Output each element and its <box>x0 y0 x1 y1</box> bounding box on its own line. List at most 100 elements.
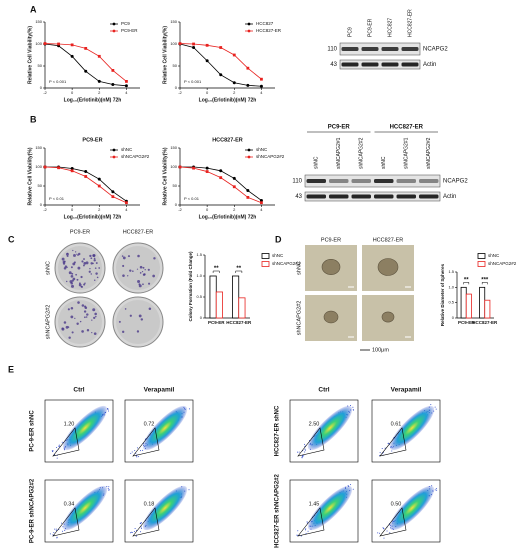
colony <box>144 269 146 271</box>
x-tick-label: HCC827-ER <box>226 320 252 325</box>
mw-marker: 43 <box>330 62 337 68</box>
dish-inner <box>116 246 160 290</box>
y-tick-label: 0 <box>175 202 178 207</box>
x-tick-label: 0 <box>206 90 209 95</box>
band <box>341 47 359 51</box>
colony <box>148 307 152 311</box>
event <box>352 488 354 490</box>
x-tick-label: 4 <box>260 90 263 95</box>
colony <box>98 267 101 269</box>
event <box>61 522 63 524</box>
significance: ** <box>464 277 469 283</box>
blot-frame <box>339 59 421 70</box>
event <box>135 535 137 537</box>
x-tick-label: 4 <box>125 207 128 212</box>
colony <box>74 317 76 319</box>
point <box>84 170 88 174</box>
band <box>329 179 349 183</box>
point <box>246 66 250 70</box>
legend-marker <box>112 148 116 152</box>
label: shNC <box>45 261 51 275</box>
legend-label: shNC <box>488 253 500 258</box>
lane-label: shNCAPG2#1 <box>336 137 342 169</box>
colony <box>65 325 69 329</box>
point <box>70 169 74 173</box>
colony <box>77 301 80 304</box>
event <box>64 529 66 531</box>
event <box>54 528 56 530</box>
colony <box>137 280 141 283</box>
bracket <box>235 270 243 273</box>
point <box>192 42 195 46</box>
band <box>381 62 399 67</box>
event <box>303 455 305 457</box>
gate-value: 0.61 <box>391 421 402 427</box>
label: PC9-ER <box>70 229 90 235</box>
column-header: Verapamil <box>144 387 175 394</box>
colony <box>95 262 98 265</box>
x-tick-label: 0 <box>71 207 74 212</box>
colony <box>70 307 74 310</box>
point <box>111 82 115 86</box>
colony <box>148 282 151 285</box>
event <box>188 489 190 491</box>
event <box>382 527 384 529</box>
band <box>374 179 394 183</box>
lane-label: HCC827 <box>387 18 393 37</box>
band <box>396 194 416 199</box>
panel-letter: C <box>8 234 15 244</box>
colony <box>140 318 144 321</box>
chart-title: PC9-ER <box>82 137 102 143</box>
panel-letter: A <box>30 4 37 14</box>
legend-label: PC9 <box>121 21 130 26</box>
colony <box>141 271 144 273</box>
point <box>246 189 250 193</box>
event <box>140 526 142 528</box>
point <box>97 54 101 58</box>
column-header: Ctrl <box>73 387 84 394</box>
event <box>52 450 54 452</box>
column-header: Verapamil <box>391 387 422 394</box>
band <box>419 194 439 199</box>
colony <box>139 272 142 274</box>
colony <box>129 269 132 272</box>
event <box>305 528 307 530</box>
colony <box>78 252 81 256</box>
colony <box>136 330 140 333</box>
colony <box>74 251 77 253</box>
y-axis-label: Relative Cell Viability(%) <box>27 26 33 84</box>
event <box>107 488 109 490</box>
legend-label: shNCAPG2#2 <box>256 154 285 159</box>
colony <box>66 255 69 258</box>
mw-marker: 43 <box>295 194 302 200</box>
event <box>58 445 60 447</box>
event <box>384 447 386 449</box>
event <box>307 530 309 532</box>
event <box>141 527 143 529</box>
gate <box>132 507 160 537</box>
colony <box>93 259 96 262</box>
mw-marker: 110 <box>292 179 302 185</box>
bracket <box>463 282 470 285</box>
point <box>111 195 115 199</box>
colony <box>72 277 76 281</box>
colony <box>75 273 78 276</box>
event <box>52 534 54 536</box>
legend-swatch <box>261 253 270 259</box>
point <box>246 83 250 87</box>
gate-value: 0.34 <box>64 501 75 507</box>
colony <box>90 273 93 275</box>
band <box>396 179 416 183</box>
colony <box>96 276 99 279</box>
colony <box>124 308 127 310</box>
colony <box>92 254 96 258</box>
bar <box>209 275 217 319</box>
protein-label: Actin <box>443 194 456 200</box>
row-label: PC-9-ER shNC <box>30 410 36 452</box>
y-tick-label: 100 <box>35 164 42 169</box>
sphere <box>381 311 395 323</box>
event <box>434 406 436 408</box>
label: shNC <box>296 261 302 275</box>
y-tick-label: 0.5 <box>196 294 202 299</box>
point <box>70 43 74 47</box>
